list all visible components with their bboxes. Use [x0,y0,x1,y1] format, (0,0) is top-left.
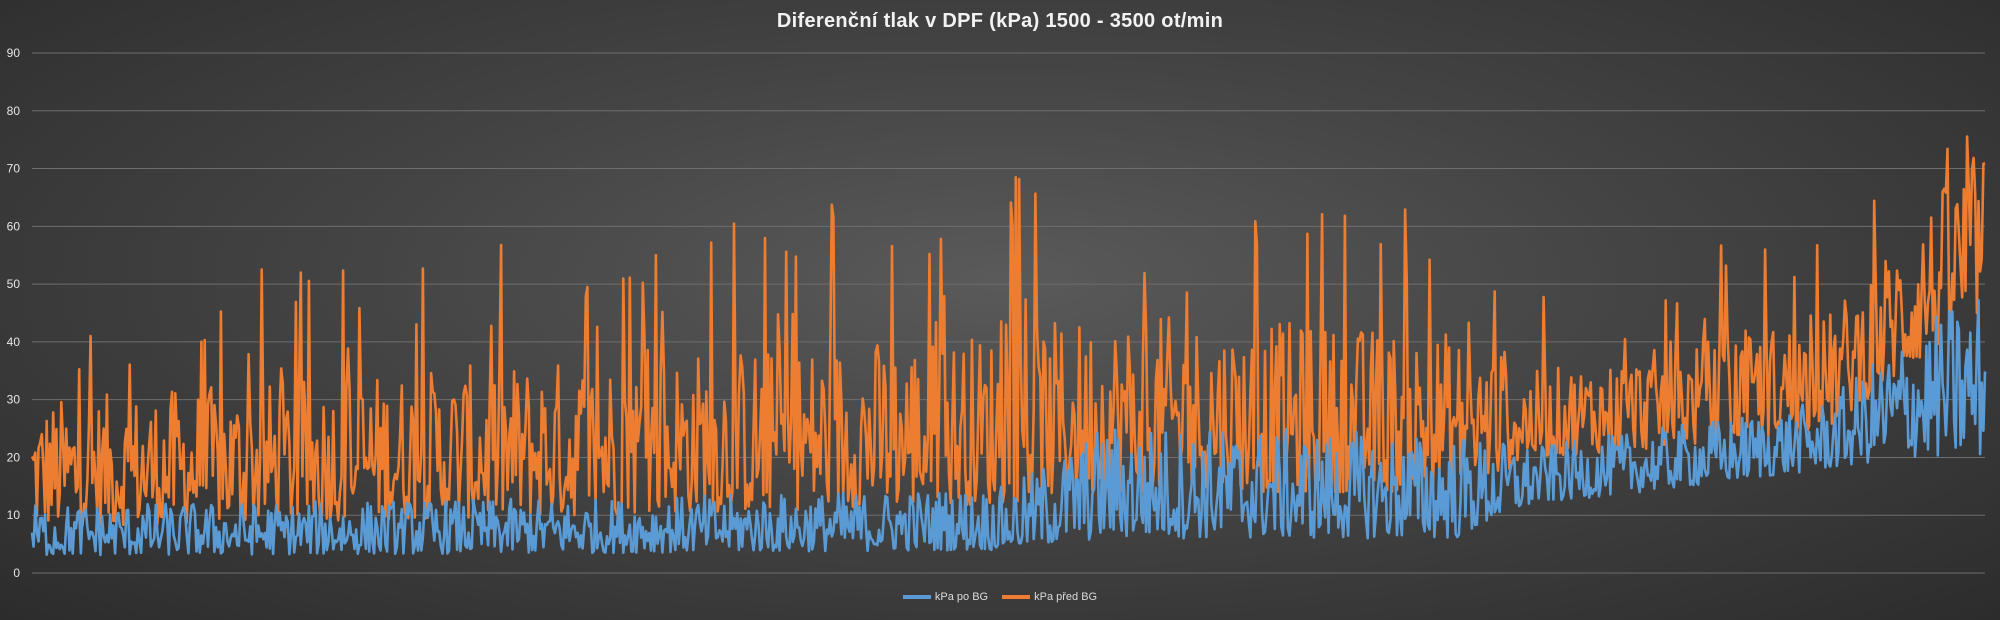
series-line-1 [30,298,1987,557]
legend-label-series-1: kPa po BG [934,591,989,603]
y-axis-ticks: 0 10 20 30 40 50 60 70 80 90 [7,46,21,580]
legend-swatch-series-2 [1002,595,1031,599]
y-tick-label: 70 [7,162,21,176]
y-tick-label: 40 [7,335,21,349]
legend-swatch-series-1 [902,595,931,599]
legend-item-series-1: kPa po BG [902,591,989,603]
legend: kPa po BG kPa před BG [0,591,2000,603]
y-tick-label: 10 [7,508,21,522]
legend-item-series-2: kPa před BG [1002,591,1097,603]
series-line-2 [30,135,1986,528]
y-tick-label: 80 [7,104,21,118]
y-tick-label: 0 [13,566,20,580]
series-layer [30,135,1987,557]
y-tick-label: 90 [7,46,21,60]
chart-title: Diferenční tlak v DPF (kPa) 1500 - 3500 … [776,10,1224,32]
y-tick-label: 30 [7,393,21,407]
legend-label-series-2: kPa před BG [1034,591,1098,603]
y-tick-label: 50 [7,277,21,291]
y-tick-label: 60 [7,219,21,233]
y-tick-label: 20 [7,450,21,464]
